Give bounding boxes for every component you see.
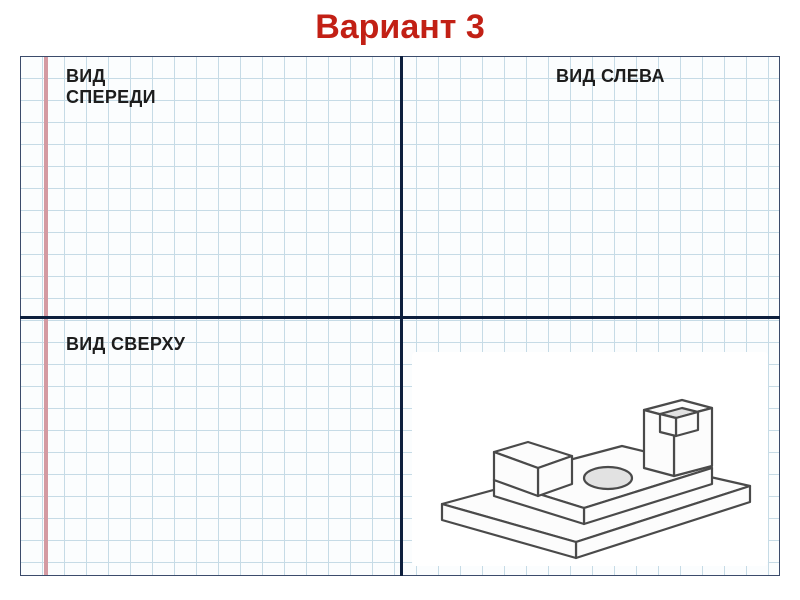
label-view-left: ВИД СЛЕВА [556, 66, 665, 87]
label-view-front: ВИДСПЕРЕДИ [66, 66, 156, 107]
label-view-top: ВИД СВЕРХУ [66, 334, 185, 355]
page-title: Вариант 3 [0, 8, 800, 47]
isometric-drawing [412, 352, 768, 566]
divider-vertical [400, 56, 403, 576]
worksheet: ВИДСПЕРЕДИ ВИД СЛЕВА ВИД СВЕРХУ [20, 56, 780, 576]
isometric-panel [412, 352, 768, 566]
